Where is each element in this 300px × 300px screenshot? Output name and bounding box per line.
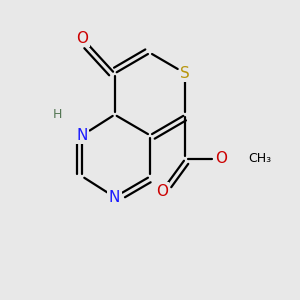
Text: N: N: [109, 190, 120, 205]
Text: O: O: [156, 184, 168, 199]
Text: CH₃: CH₃: [249, 152, 272, 165]
Text: H: H: [52, 108, 62, 121]
Text: O: O: [76, 31, 88, 46]
Text: H: H: [52, 108, 62, 121]
Text: S: S: [181, 66, 190, 81]
Text: O: O: [215, 151, 227, 166]
Text: N: N: [76, 128, 88, 143]
